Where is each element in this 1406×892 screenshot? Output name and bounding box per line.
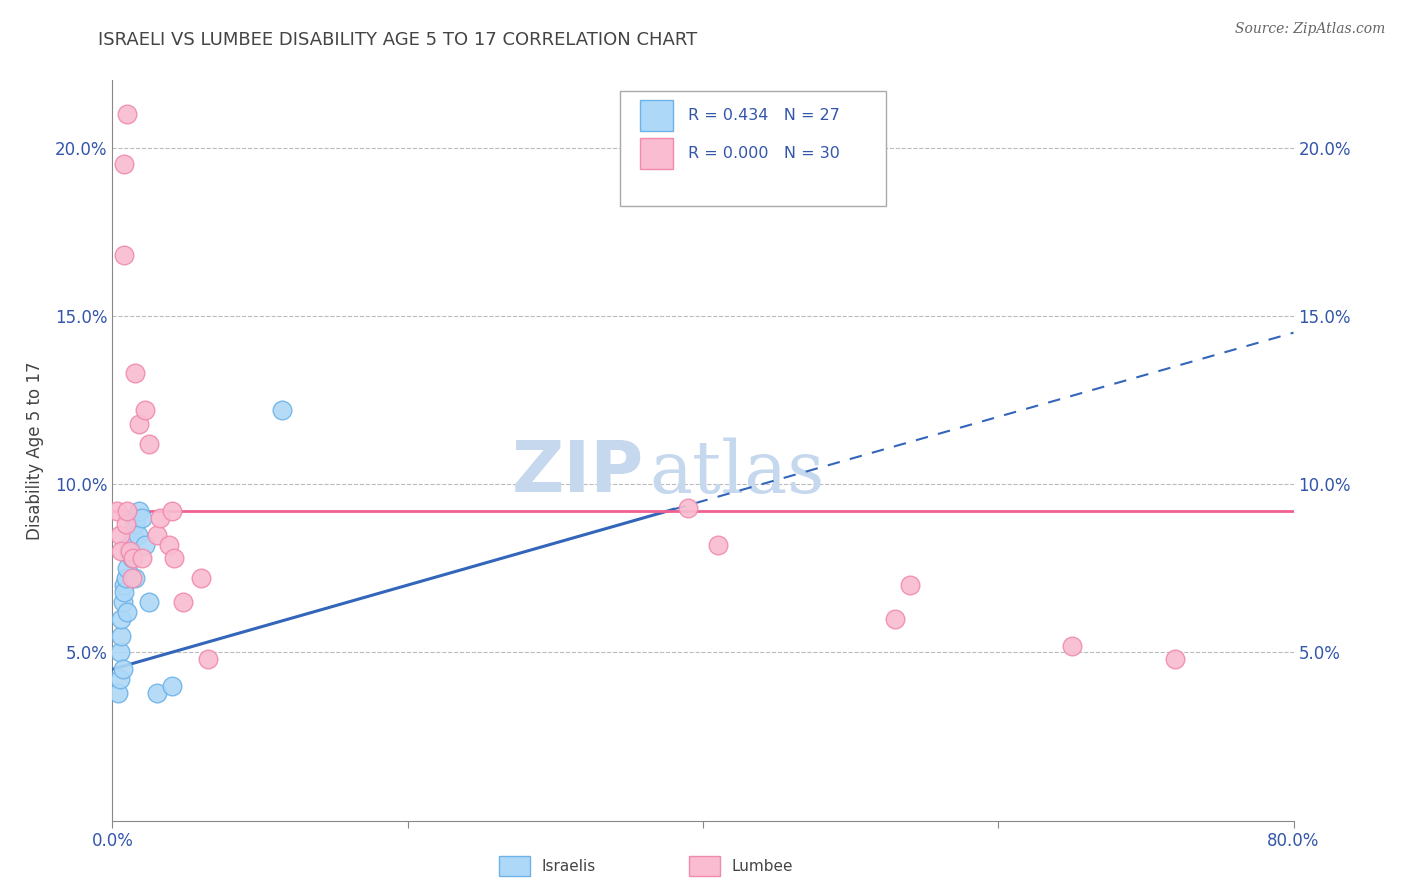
Point [898,578,921,592]
Point [121,551,143,566]
Text: Source: ZipAtlas.com: Source: ZipAtlas.com [1234,22,1385,37]
Point [131,551,153,566]
FancyBboxPatch shape [620,91,886,206]
Point [111,595,134,609]
Point [1062,639,1084,653]
Point [112,157,135,171]
Point [160,504,183,518]
Point [117,605,138,619]
Point [117,504,138,518]
Point [149,510,172,524]
Point [197,652,219,666]
Point [131,510,153,524]
Text: ZIP: ZIP [512,438,644,508]
Point [190,571,212,585]
Point [146,686,169,700]
Point [120,544,142,558]
Point [1164,652,1187,666]
Point [120,538,142,552]
Bar [640,138,673,169]
Point [124,517,146,532]
Point [121,571,143,585]
Point [706,538,728,552]
Point [107,686,129,700]
Y-axis label: Disability Age 5 to 17: Disability Age 5 to 17 [25,361,44,540]
Point [114,571,136,585]
Point [146,527,169,541]
Text: ISRAELI VS LUMBEE DISABILITY AGE 5 TO 17 CORRELATION CHART: ISRAELI VS LUMBEE DISABILITY AGE 5 TO 17… [98,31,697,49]
Point [124,571,146,585]
Point [160,679,183,693]
Text: atlas: atlas [650,437,825,508]
Point [138,595,160,609]
Point [138,436,160,450]
Text: R = 0.000   N = 30: R = 0.000 N = 30 [688,146,839,161]
Point [678,500,700,515]
Point [134,538,156,552]
Point [122,551,145,566]
Point [884,612,907,626]
Text: Lumbee: Lumbee [731,859,793,873]
Point [163,551,186,566]
Bar [640,100,673,130]
Point [128,417,150,431]
Text: R = 0.434   N = 27: R = 0.434 N = 27 [688,108,839,122]
Point [110,612,132,626]
Point [110,544,132,558]
Point [108,673,131,687]
Point [134,403,156,417]
Point [110,628,132,642]
Point [114,517,136,532]
Point [112,578,135,592]
Point [111,662,134,676]
Text: Israelis: Israelis [541,859,596,873]
Point [117,561,138,575]
Point [172,595,194,609]
Point [112,584,135,599]
Point [108,527,131,541]
Point [108,645,131,659]
Point [125,510,148,524]
Point [112,248,135,262]
Point [105,504,128,518]
Point [117,107,138,121]
Point [128,504,150,518]
Point [157,538,180,552]
Point [271,403,294,417]
Point [127,527,149,541]
Point [118,544,141,558]
Point [124,366,146,380]
Point [122,527,145,541]
